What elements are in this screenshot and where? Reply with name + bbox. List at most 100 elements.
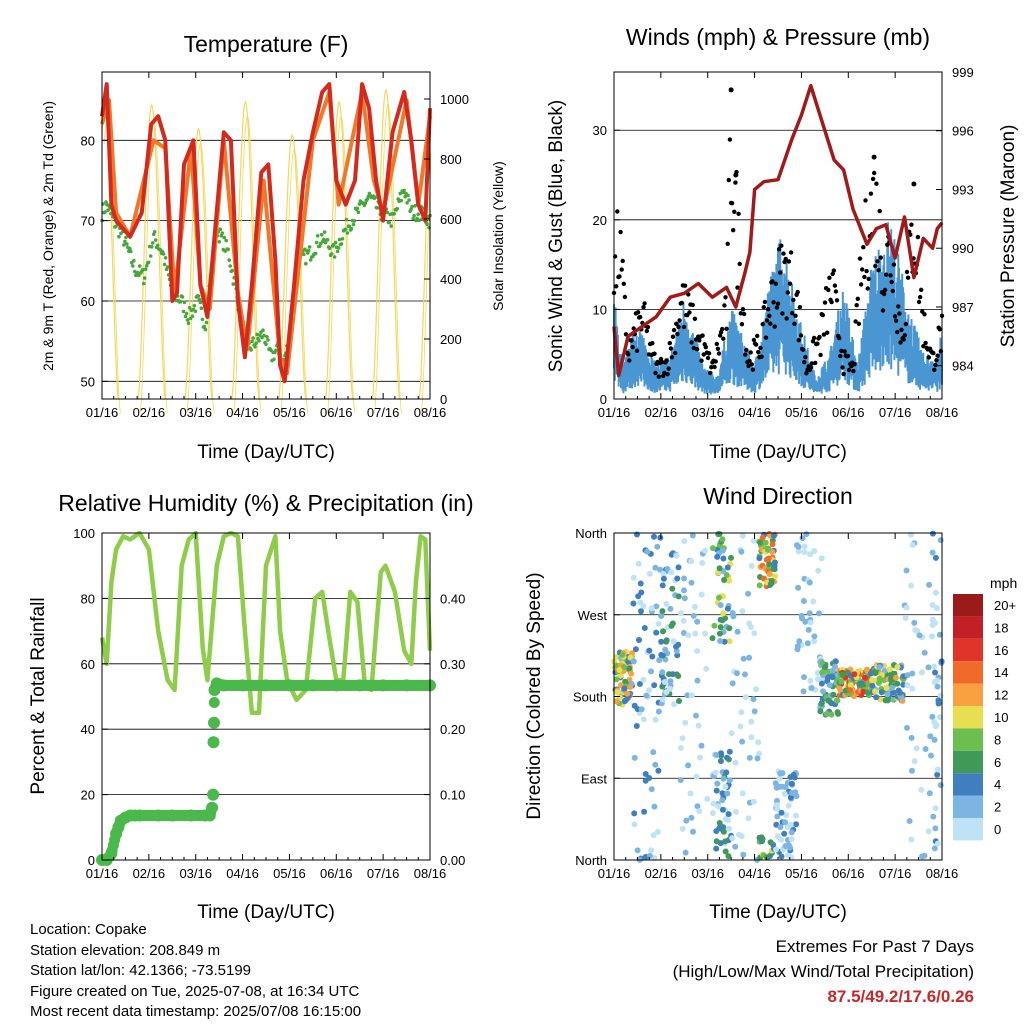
- dewpoint-point: [202, 324, 207, 329]
- wind-direction-point: [656, 657, 663, 664]
- gust-point: [674, 321, 679, 326]
- wind-direction-point: [908, 582, 915, 589]
- x-tick-label: 01/16: [86, 405, 119, 420]
- wind-direction-point: [821, 668, 828, 675]
- wind-direction-point: [805, 626, 812, 633]
- solar-insolation-curve: [186, 141, 215, 414]
- gust-point: [743, 352, 748, 357]
- wind-direction-point: [653, 603, 660, 610]
- solar-insolation-curve: [374, 102, 402, 414]
- gust-point: [626, 352, 631, 357]
- winds-xlabel: Time (Day/UTC): [709, 442, 847, 463]
- wind-direction-point: [801, 674, 807, 681]
- colorbar-label: 6: [994, 755, 1001, 770]
- dewpoint-point: [332, 255, 337, 259]
- x-tick-label: 04/16: [738, 866, 771, 881]
- wind-direction-point: [688, 558, 695, 565]
- x-tick-label: 02/16: [133, 405, 166, 420]
- wind-direction-point: [929, 713, 936, 720]
- wind-direction-point: [703, 665, 710, 672]
- gust-point: [635, 310, 641, 315]
- wind-direction-point: [904, 682, 911, 689]
- wind-direction-point: [746, 654, 753, 661]
- y-tick-label: East: [581, 771, 607, 786]
- gust-point: [617, 274, 622, 279]
- wind-direction-point: [719, 790, 726, 797]
- gust-point: [876, 268, 881, 273]
- wind-direction-point: [762, 539, 769, 546]
- wind-direction-point: [715, 803, 722, 810]
- dewpoint-point: [385, 210, 390, 215]
- gust-point: [627, 358, 632, 363]
- wind-direction-point: [728, 554, 734, 561]
- gust-point: [735, 285, 740, 290]
- wind-direction-point: [694, 648, 701, 655]
- dewpoint-point: [125, 242, 129, 246]
- x-tick-label: 06/16: [320, 405, 353, 420]
- wind-direction-point: [733, 808, 739, 815]
- y-tick-label: 20: [81, 788, 95, 803]
- dewpoint-point: [141, 281, 146, 286]
- gust-point: [793, 313, 798, 318]
- wind-direction-point: [688, 692, 695, 699]
- wind-direction-point: [714, 780, 721, 787]
- gust-point: [731, 228, 736, 233]
- precipitation-point: [152, 809, 165, 822]
- dewpoint-point: [197, 297, 202, 302]
- extremes-values: 87.5/49.2/17.6/0.26: [827, 987, 974, 1006]
- dewpoint-point: [416, 212, 420, 217]
- gust-point: [861, 245, 866, 250]
- wind-direction-point: [698, 591, 705, 598]
- wind-direction-point: [742, 671, 748, 678]
- wind-direction-point: [935, 697, 942, 704]
- y2-tick-label: 400: [440, 272, 462, 287]
- gust-point: [759, 354, 764, 359]
- gust-point: [811, 335, 817, 341]
- dewpoint-point: [344, 217, 349, 222]
- precipitation-point: [185, 809, 197, 822]
- dewpoint-point: [178, 300, 183, 304]
- wind-direction-point: [769, 549, 776, 555]
- direction-series: [611, 530, 945, 863]
- wind-direction-point: [704, 796, 711, 802]
- dewpoint-point: [412, 213, 416, 218]
- wind-direction-point: [655, 767, 662, 774]
- x-tick-label: 04/16: [226, 866, 259, 881]
- gust-point: [934, 358, 939, 363]
- colorbar-swatch: [953, 728, 983, 751]
- wind-direction-point: [631, 754, 638, 761]
- gust-point: [895, 329, 900, 335]
- dewpoint-point: [204, 320, 209, 325]
- dewpoint-point: [137, 273, 141, 278]
- gust-point: [800, 347, 806, 352]
- y2-tick-label: 999: [952, 65, 974, 80]
- wind-direction-point: [720, 555, 727, 562]
- gust-point: [915, 234, 921, 240]
- gust-point: [729, 201, 735, 206]
- gust-point: [700, 333, 705, 338]
- y-tick-label: North: [575, 526, 607, 541]
- wind-direction-point: [673, 648, 680, 654]
- wind-direction-point: [801, 543, 808, 550]
- wind-direction-point: [807, 551, 814, 558]
- dewpoint-point: [343, 227, 348, 232]
- gust-point: [866, 276, 871, 282]
- precipitation-point: [353, 679, 366, 692]
- wind-direction-point: [750, 798, 757, 805]
- wind-direction-point: [911, 758, 918, 765]
- gust-point: [766, 307, 771, 312]
- gust-point: [889, 279, 894, 285]
- wind-direction-point: [922, 746, 929, 752]
- gust-point: [764, 318, 770, 323]
- gust-point: [669, 355, 675, 360]
- gust-point: [668, 346, 674, 351]
- y-tick-label: 10: [593, 302, 607, 317]
- gust-point: [738, 311, 743, 316]
- dewpoint-point: [261, 328, 265, 333]
- gust-point: [755, 333, 760, 339]
- gust-point: [787, 281, 793, 286]
- dewpoint-point: [124, 235, 128, 240]
- dewpoint-point: [264, 342, 268, 347]
- gust-point: [774, 305, 780, 310]
